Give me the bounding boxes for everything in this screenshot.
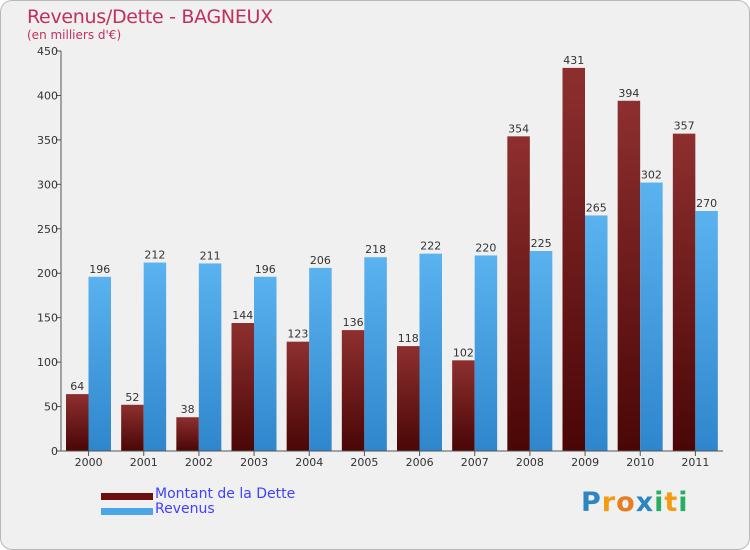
data-label-revenus: 225 (531, 237, 552, 250)
bar-revenus (529, 251, 553, 451)
bar-revenus (143, 262, 167, 451)
x-tick-label: 2008 (516, 456, 544, 469)
bar-revenus (419, 253, 442, 451)
data-label-debt: 144 (232, 309, 253, 322)
data-label-debt: 52 (125, 391, 139, 404)
data-label-revenus: 220 (475, 241, 496, 254)
x-tick-label: 2009 (571, 456, 599, 469)
data-label-revenus: 206 (310, 254, 331, 267)
y-tick-label: 300 (37, 178, 58, 191)
x-tick-label: 2000 (75, 456, 103, 469)
bar-revenus (364, 257, 387, 451)
logo-letter: P (581, 487, 602, 518)
y-tick-label: 350 (37, 134, 58, 147)
data-label-debt: 64 (70, 380, 84, 393)
bar-debt (617, 100, 641, 452)
legend-swatch-debt (101, 493, 153, 500)
bar-debt (672, 133, 696, 451)
bar-debt (562, 67, 585, 451)
y-tick-label: 250 (37, 223, 58, 236)
x-tick-label: 2011 (681, 456, 709, 469)
bar-debt (176, 417, 199, 451)
legend-swatch-revenus (101, 508, 153, 515)
data-label-revenus: 302 (641, 169, 662, 182)
data-label-debt: 357 (674, 120, 695, 133)
x-tick-label: 2010 (626, 456, 654, 469)
logo-letter: x (635, 487, 655, 518)
bar-debt (231, 323, 254, 451)
data-label-debt: 431 (563, 54, 584, 67)
data-label-debt: 354 (508, 122, 529, 135)
logo-letter: o (616, 487, 636, 518)
x-tick-label: 2005 (350, 456, 378, 469)
data-label-revenus: 212 (144, 249, 165, 262)
y-tick-label: 0 (51, 445, 58, 458)
x-tick-label: 2006 (406, 456, 434, 469)
data-label-debt: 394 (618, 87, 639, 100)
logo-letter: r (601, 487, 617, 518)
bar-revenus (88, 276, 111, 451)
data-label-revenus: 265 (586, 201, 607, 214)
data-label-revenus: 222 (420, 240, 441, 253)
data-label-debt: 136 (343, 316, 364, 329)
x-axis: 2000 2001 2002 2003 2004 2005 2006 2007 2008 2009… (61, 450, 723, 469)
data-label-revenus: 211 (200, 249, 221, 262)
x-tick-label: 2004 (295, 456, 323, 469)
data-label-debt: 38 (181, 403, 195, 416)
x-tick-label: 2002 (185, 456, 213, 469)
data-label-debt: 102 (453, 346, 474, 359)
bar-debt (507, 136, 530, 452)
bar-revenus (640, 182, 663, 452)
bar-debt (452, 360, 475, 451)
bar-revenus (254, 276, 277, 451)
bar-revenus (198, 263, 222, 451)
chart-subtitle: (en milliers d'€) (27, 28, 122, 42)
y-tick-label: 100 (37, 356, 58, 369)
data-label-revenus: 218 (365, 243, 386, 256)
bar-debt (286, 341, 310, 451)
bar-revenus (309, 267, 332, 451)
x-tick-label: 2007 (461, 456, 489, 469)
y-axis: 0 50 100 150 200 250 300 350 400 450 (37, 45, 62, 458)
bar-revenus (474, 255, 498, 451)
legend-label-debt: Montant de la Dette (155, 486, 296, 502)
bars: 64 196 52 212 38 211 144 196 123 206 136 218 118 222 1… (66, 54, 718, 452)
y-tick-label: 400 (37, 89, 58, 102)
bar-debt (121, 404, 144, 451)
y-tick-label: 150 (37, 312, 58, 325)
bar-revenus (585, 215, 608, 451)
logo-letter: t (664, 487, 679, 518)
data-label-revenus: 270 (696, 197, 717, 210)
bar-revenus (695, 211, 718, 451)
bar-debt (397, 346, 420, 451)
bar-debt (341, 330, 365, 451)
data-label-debt: 118 (398, 332, 419, 345)
y-tick-label: 450 (37, 45, 58, 58)
data-label-revenus: 196 (255, 263, 276, 276)
logo-letter: i (654, 487, 665, 518)
y-tick-label: 200 (37, 267, 58, 280)
y-tick-label: 50 (44, 401, 58, 414)
bar-debt (66, 394, 89, 451)
x-tick-label: 2001 (130, 456, 158, 469)
x-tick-label: 2003 (240, 456, 268, 469)
proxiti-logo: Proxiti (581, 487, 689, 518)
data-label-revenus: 196 (89, 263, 110, 276)
logo-letter: i (678, 487, 689, 518)
legend-label-revenus: Revenus (155, 501, 215, 517)
data-label-debt: 123 (287, 328, 308, 341)
chart-title: Revenus/Dette - BAGNEUX (27, 6, 273, 28)
